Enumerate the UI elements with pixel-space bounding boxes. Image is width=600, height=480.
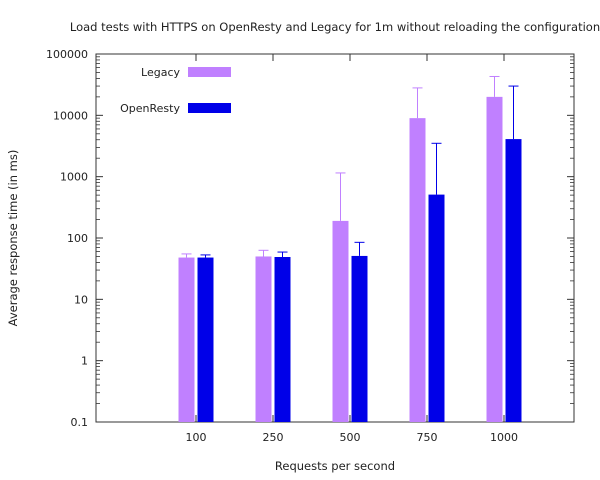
bar-openresty-250 [274, 257, 291, 422]
y-tick-label: 10000 [53, 109, 88, 122]
legend-swatch-openresty [188, 103, 231, 113]
y-tick-label: 0.1 [71, 416, 89, 429]
bar-openresty-500 [351, 255, 368, 422]
chart-title: Load tests with HTTPS on OpenResty and L… [70, 20, 600, 34]
x-tick-label: 1000 [490, 431, 518, 444]
x-tick-label: 250 [263, 431, 284, 444]
bars [178, 75, 522, 423]
y-axis-label: Average response time (in ms) [6, 150, 20, 327]
bar-legacy-1000 [486, 96, 503, 422]
bar-legacy-500 [332, 220, 349, 422]
y-tick-label: 1 [81, 355, 88, 368]
x-tick-label: 100 [186, 431, 207, 444]
y-tick-label: 100000 [46, 48, 88, 61]
x-axis-label: Requests per second [275, 459, 395, 473]
x-tick-label: 750 [417, 431, 438, 444]
legend-label-legacy: Legacy [141, 66, 180, 79]
legend-swatch-legacy [188, 67, 231, 77]
y-tick-label: 1000 [60, 171, 88, 184]
bar-openresty-100 [197, 257, 214, 422]
bar-legacy-100 [178, 257, 195, 422]
y-tick-label: 10 [74, 293, 88, 306]
bar-openresty-1000 [505, 139, 522, 423]
y-tick-label: 100 [67, 232, 88, 245]
bar-openresty-750 [428, 194, 445, 422]
legend-label-openresty: OpenResty [120, 102, 180, 115]
bar-legacy-750 [409, 118, 426, 422]
bar-legacy-250 [255, 256, 272, 422]
x-tick-label: 500 [340, 431, 361, 444]
y-axis: 0.1 1 10 100 1000 10000 100000 [46, 48, 574, 429]
x-axis: 100 250 500 750 1000 [186, 54, 518, 444]
legend: Legacy OpenResty [120, 66, 231, 115]
